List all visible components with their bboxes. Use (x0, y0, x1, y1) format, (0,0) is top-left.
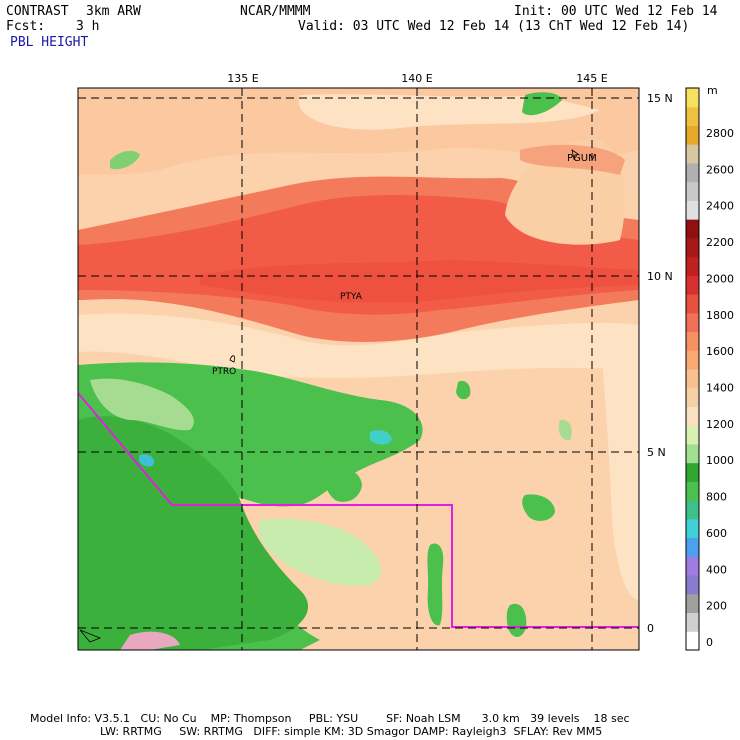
center-name: NCAR/MMMM (240, 4, 311, 19)
colorbar-frame (685, 87, 700, 651)
lat-label-15n: 15 N (647, 92, 673, 105)
colorbar-tick-label: 2200 (706, 236, 734, 249)
colorbar-tick-label: 2600 (706, 163, 734, 176)
colorbar-swatch (686, 331, 699, 351)
init-time: Init: 00 UTC Wed 12 Feb 14 (514, 4, 718, 19)
colorbar-tick-label: 2400 (706, 200, 734, 213)
colorbar-tick-label: 0 (706, 636, 713, 649)
colorbar-swatch (686, 106, 699, 126)
colorbar-swatch (686, 593, 699, 614)
lon-label-140: 140 E (401, 72, 432, 85)
colorbar-swatch (686, 462, 699, 482)
colorbar-swatch (686, 181, 699, 201)
model-info-line2: LW: RRTMG SW: RRTMG DIFF: simple KM: 3D … (100, 725, 603, 738)
colorbar-swatch (686, 481, 699, 501)
colorbar-swatch (686, 500, 699, 520)
colorbar-tick-label: 2000 (706, 272, 734, 285)
station-ptya: PTYA (340, 292, 363, 302)
lon-label-135: 135 E (227, 72, 258, 85)
colorbar-tick-label: 1200 (706, 418, 734, 431)
colorbar-unit: m (707, 84, 718, 97)
field-name: PBL HEIGHT (10, 35, 89, 50)
colorbar-swatch (686, 162, 699, 183)
colorbar-swatch (686, 200, 699, 220)
colorbar-swatch (686, 556, 699, 576)
colorbar-swatch (686, 294, 699, 314)
graticule (78, 88, 639, 650)
valid-time: Valid: 03 UTC Wed 12 Feb 14 (13 ChT Wed … (298, 19, 690, 34)
colorbar-tick-label: 1800 (706, 309, 734, 322)
station-pgum: PGUM (567, 153, 597, 164)
boundary-line (78, 392, 639, 628)
colorbar-swatch (686, 256, 699, 276)
model-name: CONTRAST (6, 4, 69, 19)
colorbar-swatch (686, 350, 699, 370)
colorbar-swatch (686, 144, 699, 164)
colorbar-tick-label: 1600 (706, 345, 734, 358)
colorbar-tick-label: 400 (706, 563, 727, 576)
lon-label-145: 145 E (576, 72, 607, 85)
colorbar-tick-label: 1400 (706, 382, 734, 395)
colorbar-tick-label: 800 (706, 491, 727, 504)
colorbar: 2800260024002200200018001600140012001000… (685, 87, 734, 651)
colorbar-swatch (686, 312, 699, 333)
pbl-height-field (78, 88, 639, 650)
fcst-label: Fcst: (6, 19, 46, 34)
fcst-value: 3 h (76, 19, 100, 34)
colorbar-swatch (686, 537, 699, 557)
colorbar-swatch (686, 88, 699, 108)
model-info-line1: Model Info: V3.5.1 CU: No Cu MP: Thompso… (30, 712, 630, 725)
colorbar-swatch (686, 125, 699, 145)
lat-label-0: 0 (647, 622, 654, 635)
colorbar-swatch (686, 518, 699, 539)
colorbar-swatch (686, 237, 699, 258)
station-ptro: PTRO (212, 367, 236, 377)
lat-label-10n: 10 N (647, 270, 673, 283)
colorbar-tick-label: 1000 (706, 454, 734, 467)
colorbar-tick-label: 200 (706, 600, 727, 613)
colorbar-tick-label: 600 (706, 527, 727, 540)
colorbar-swatch (686, 275, 699, 295)
lat-label-5n: 5 N (647, 446, 666, 459)
colorbar-swatch (686, 425, 699, 445)
colorbar-swatch (686, 219, 699, 239)
colorbar-swatch (686, 612, 699, 632)
colorbar-tick-label: 2800 (706, 127, 734, 140)
colorbar-swatch (686, 369, 699, 389)
colorbar-swatch (686, 631, 699, 651)
colorbar-swatch (686, 406, 699, 426)
colorbar-swatch (686, 387, 699, 407)
colorbar-swatch (686, 443, 699, 464)
model-resolution: 3km ARW (86, 4, 141, 19)
colorbar-swatch (686, 575, 699, 595)
